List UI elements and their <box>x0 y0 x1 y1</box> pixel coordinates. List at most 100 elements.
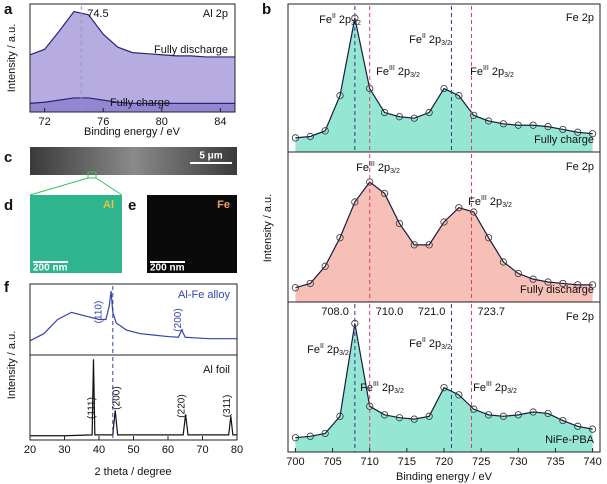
peak-label: (110) <box>94 301 105 324</box>
peak-label: FeII 2p3/2 <box>319 13 361 27</box>
x-tick-label: 72 <box>39 116 51 128</box>
x-tick-label: 50 <box>127 444 139 456</box>
peak-label-part: 3/2 <box>504 72 514 79</box>
line <box>29 97 235 104</box>
peak-label-part: Fe <box>360 382 373 394</box>
data-point <box>291 284 300 292</box>
data-point <box>499 120 508 128</box>
data-point <box>499 412 508 420</box>
data-point <box>380 108 389 117</box>
annotation: Fully charge <box>534 134 594 146</box>
peak-label-part: Fe <box>376 66 389 78</box>
data-point <box>410 241 418 249</box>
peak-label: (200) <box>112 386 123 409</box>
peak-label-part: Fe <box>468 196 481 208</box>
x-tick-label: 715 <box>398 456 416 468</box>
peak-label-part: 2p <box>492 382 507 394</box>
annotation: Fe 2p <box>566 12 594 24</box>
data-point <box>544 409 552 418</box>
marker-label: 721.0 <box>418 306 446 318</box>
x-tick-label: 84 <box>214 116 226 128</box>
plot-frame <box>29 3 236 113</box>
data-point <box>588 130 597 138</box>
data-point <box>336 412 344 420</box>
peak-label-part: 2p <box>426 338 441 350</box>
peak-label: FeIII 2p3/2 <box>360 381 404 395</box>
data-point <box>470 111 478 119</box>
scale-text: 200 nm <box>150 263 185 274</box>
series-label: Al-Fe alloy <box>178 289 230 301</box>
plot <box>291 154 597 302</box>
panel-letter: f <box>4 279 10 296</box>
data-point <box>306 279 314 288</box>
annotation: Al 2p <box>203 8 228 20</box>
peak-label: (200) <box>173 308 184 331</box>
x-tick-label: 735 <box>546 456 564 468</box>
panel-letter: e <box>128 197 136 214</box>
data-point <box>574 422 582 430</box>
data-point <box>499 258 508 266</box>
data-point <box>380 189 389 198</box>
y-axis-label: Intensity / a.u. <box>6 24 18 92</box>
peak-label-part: III <box>389 65 395 72</box>
marker-label: 708.0 <box>321 306 349 318</box>
data-point <box>514 411 522 419</box>
data-point <box>484 411 493 419</box>
data-point <box>425 412 433 420</box>
x-axis-label: Binding energy / eV <box>84 126 181 138</box>
plot <box>291 304 597 452</box>
line <box>295 323 593 439</box>
marker-label: 723.7 <box>477 306 505 318</box>
peak-label-part: 2p <box>336 14 351 26</box>
annotation: Fe 2p <box>566 161 594 173</box>
plot <box>29 286 237 355</box>
peak-label-part: III <box>369 161 375 168</box>
data-point <box>306 432 314 440</box>
peak-label: (220) <box>176 394 187 417</box>
peak-label-part: 3/2 <box>410 72 420 79</box>
map-label: Fe <box>217 199 230 211</box>
annotation: Fe 2p <box>566 311 594 323</box>
x-tick-label: 60 <box>162 444 174 456</box>
data-point <box>395 113 404 121</box>
peak-label-part: Fe <box>470 66 483 78</box>
data-point <box>336 92 344 100</box>
data-point <box>291 434 300 442</box>
line <box>295 17 593 139</box>
peak-label-part: 2p <box>379 382 394 394</box>
y-axis-label: Intensity / a.u. <box>6 331 18 399</box>
x-tick-label: 70 <box>196 444 208 456</box>
zoom-line <box>95 177 123 196</box>
data-point <box>514 269 522 278</box>
series-label: Fully charge <box>110 97 170 109</box>
map-label: Al <box>103 199 114 211</box>
x-tick-label: 40 <box>93 444 105 456</box>
data-point <box>321 429 329 438</box>
peak-label-part: Fe <box>409 338 422 350</box>
line <box>30 359 237 437</box>
data-point <box>484 234 493 242</box>
data-point <box>440 384 448 392</box>
peak-label-part: 3/2 <box>441 40 451 47</box>
x-tick-label: 725 <box>472 456 490 468</box>
data-point <box>351 198 359 206</box>
annotation: NiFe-PBA <box>545 434 595 446</box>
data-point <box>440 218 448 226</box>
zoom-line <box>29 177 89 196</box>
data-point <box>410 114 418 122</box>
panel-letter: a <box>4 1 13 18</box>
data-point <box>425 241 433 249</box>
y-axis-label: Intensity / a.u. <box>262 194 274 262</box>
x-axis-label: 2 theta / degree <box>94 466 171 478</box>
peak-label: FeII 2p3/2 <box>409 33 451 47</box>
data-point <box>529 121 537 129</box>
peak-label-part: 3/2 <box>390 168 400 175</box>
peak-label-part: 3/2 <box>351 20 361 27</box>
panel-letter: d <box>4 197 13 214</box>
scale-text: 5 μm <box>199 151 222 162</box>
data-point <box>380 411 389 419</box>
data-point <box>455 92 463 100</box>
data-point <box>336 234 344 242</box>
data-point <box>484 117 493 125</box>
